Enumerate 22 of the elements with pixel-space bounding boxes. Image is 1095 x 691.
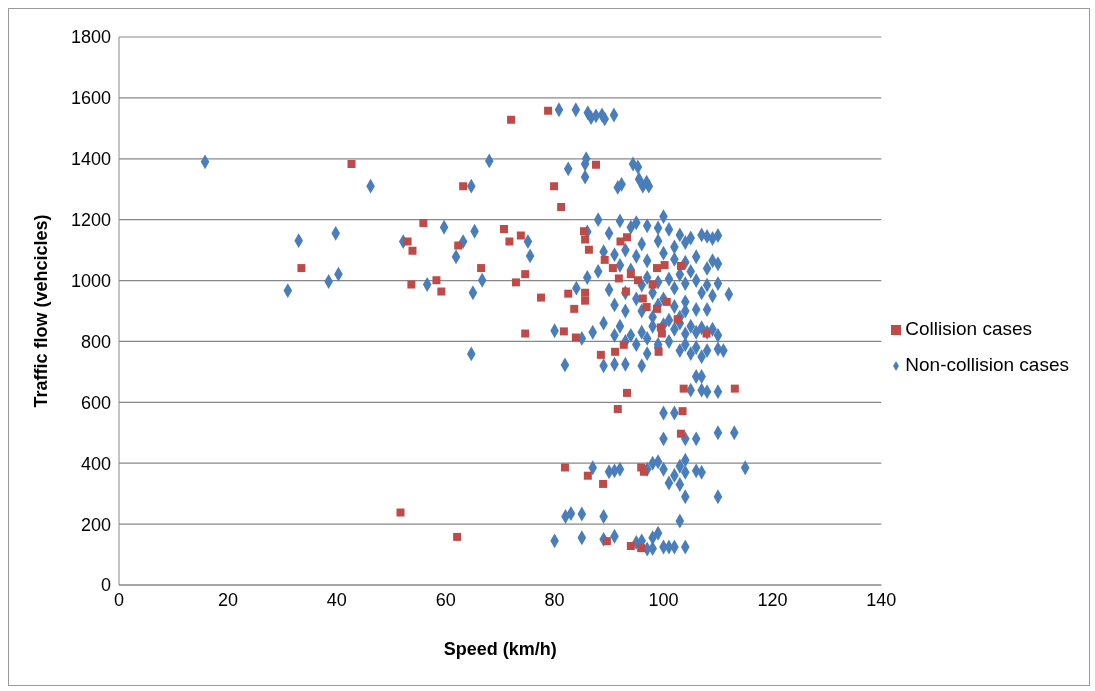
y-tick-label: 400: [80, 453, 111, 474]
y-axis-title: Traffic flow (vehcicles): [31, 214, 52, 408]
x-tick-label: 0: [113, 589, 125, 610]
y-tick-label: 1800: [70, 27, 111, 48]
x-tick-label: 40: [326, 589, 347, 610]
x-tick-label: 20: [217, 589, 238, 610]
y-tick-label: 200: [80, 514, 111, 535]
y-tick-label: 1400: [70, 149, 111, 170]
legend-label: Non-collision cases: [905, 354, 1069, 375]
x-tick-label: 60: [435, 589, 456, 610]
x-tick-label: 140: [866, 589, 897, 610]
y-tick-label: 0: [100, 575, 111, 596]
y-tick-label: 1200: [70, 210, 111, 231]
y-tick-label: 1000: [70, 270, 111, 291]
y-tick-label: 600: [80, 392, 111, 413]
legend-label: Collision cases: [905, 318, 1033, 339]
x-axis-title: Speed (km/h): [443, 639, 557, 659]
x-tick-label: 80: [544, 589, 565, 610]
x-tick-label: 100: [648, 589, 679, 610]
x-tick-label: 120: [757, 589, 788, 610]
y-tick-label: 1600: [70, 88, 111, 109]
y-tick-label: 800: [80, 331, 111, 352]
